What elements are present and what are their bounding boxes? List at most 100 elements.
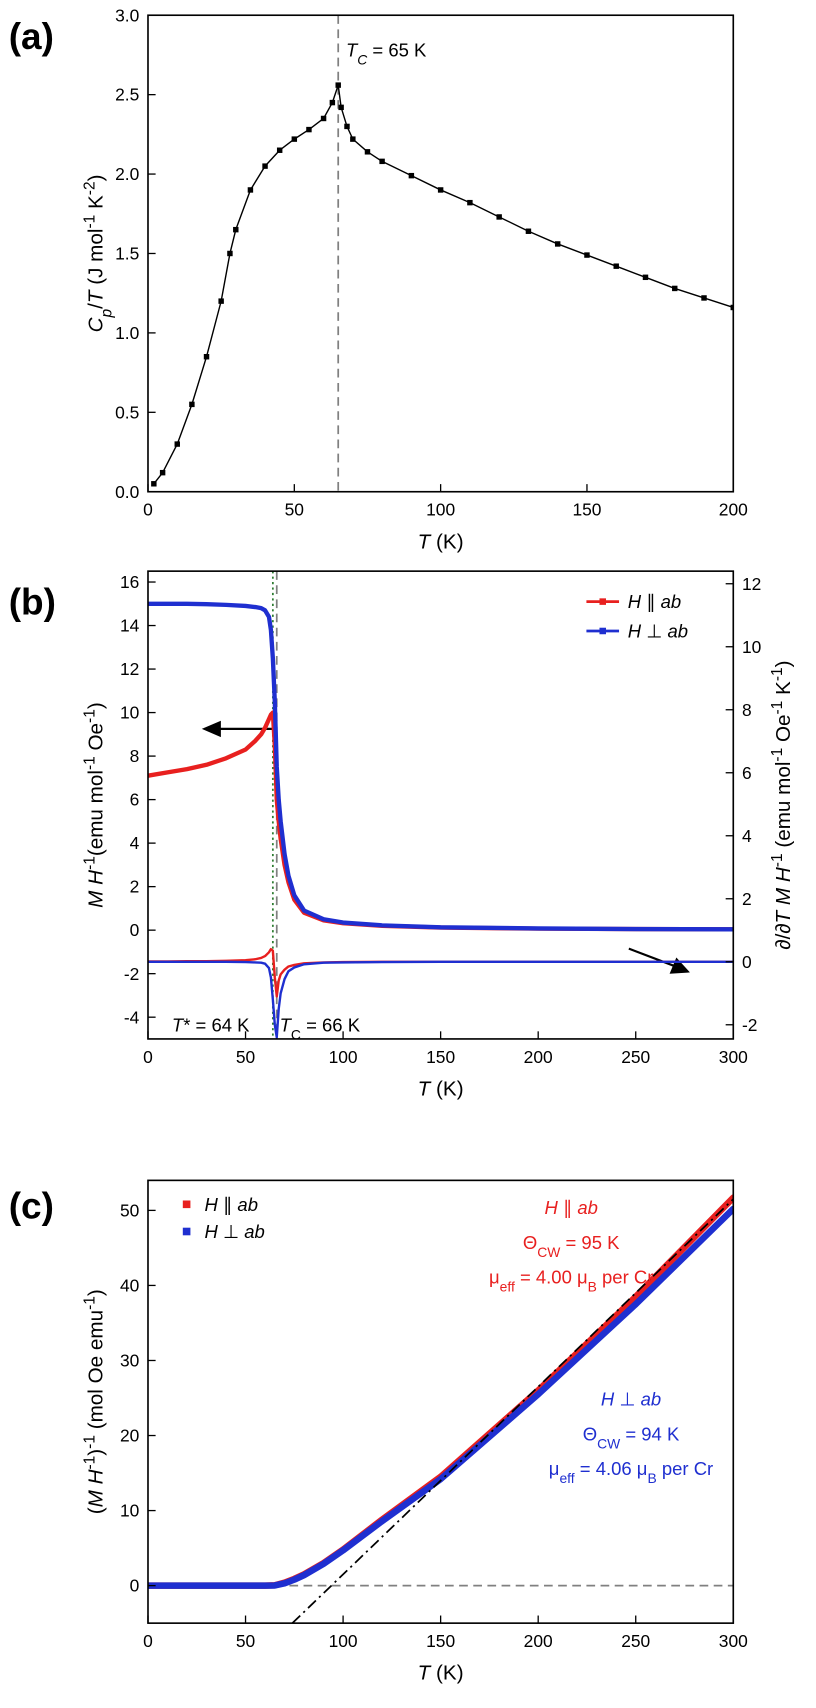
legend-label: H ⊥ ab — [628, 620, 688, 641]
text-run: ) — [84, 702, 107, 709]
text-run — [772, 905, 795, 911]
y-axis-label: (M H-1)-1 (mol Oe emu-1) — [81, 1289, 108, 1514]
text-run: * = 64 K — [183, 1014, 250, 1035]
text-run: C — [291, 1026, 301, 1042]
marker — [554, 241, 561, 247]
legend-label: H ∥ ab — [205, 1194, 258, 1215]
marker — [276, 147, 283, 153]
marker — [408, 172, 415, 179]
text-run: -2 — [81, 181, 98, 195]
marker — [218, 298, 224, 304]
text-run: T — [418, 1078, 432, 1101]
text-run: M — [84, 890, 107, 908]
text-run: = 95 K — [560, 1232, 620, 1253]
y-tick-label: 10 — [120, 1501, 139, 1521]
text-run: ) — [84, 175, 107, 182]
x-tick-label: 250 — [621, 1047, 650, 1067]
marker — [189, 401, 195, 408]
fit-line — [291, 1198, 734, 1624]
x-tick-label: 300 — [719, 1047, 748, 1067]
panel: (c) 0 50 100 150 200 250 300 0 10 20 30 40 50 T (K) (M … — [9, 1179, 748, 1685]
x-tick-label: 100 — [329, 1631, 358, 1651]
text-run: = 4.00 μ — [515, 1267, 588, 1288]
text-run: ⊥ — [614, 1389, 640, 1410]
text-run: -1 — [768, 701, 785, 715]
text-run: = 4.06 μ — [575, 1458, 648, 1479]
marker — [613, 263, 619, 269]
text-run: M — [772, 887, 795, 905]
marker — [496, 214, 502, 220]
annotation: T* = 64 K — [172, 1014, 250, 1035]
panel: (b)0 50 100 150 200 250 300-4-20246810121416-2… — [9, 570, 795, 1101]
arrow-right — [628, 947, 675, 968]
text-run: per Cr — [657, 1458, 714, 1479]
text-run: T — [280, 1014, 293, 1035]
annotation: TC = 66 K — [280, 1014, 361, 1042]
text-run: = 66 K — [301, 1014, 361, 1035]
text-run: -1 — [81, 756, 98, 770]
marker — [642, 274, 649, 281]
x-tick-label: 0 — [143, 1047, 153, 1067]
text-run: (mol Oe emu — [84, 1310, 107, 1435]
marker — [584, 252, 590, 258]
text-run: C — [357, 52, 368, 68]
annotation: TC = 65 K — [346, 40, 427, 68]
marker — [174, 441, 180, 447]
text-run: = 65 K — [367, 40, 427, 61]
series-line — [147, 601, 734, 932]
y2-tick-label: 0 — [742, 952, 752, 972]
text-run: -1 — [81, 709, 98, 723]
x-tick-label: 0 — [143, 1631, 153, 1651]
text-run: M — [84, 1489, 107, 1507]
y-tick-label: -4 — [124, 1007, 140, 1027]
text-run: H — [84, 870, 107, 885]
marker — [159, 469, 166, 476]
text-run: ) — [84, 1289, 107, 1296]
marker — [344, 123, 350, 130]
text-run: T — [172, 1014, 185, 1035]
marker — [467, 199, 473, 206]
text-run: (K) — [430, 1078, 463, 1101]
text-run: Θ — [523, 1232, 537, 1253]
text-run: = 94 K — [620, 1423, 680, 1444]
y-tick-label: 2 — [130, 877, 140, 897]
text-run: -1 — [768, 853, 785, 867]
y-axis-label: Cp/T (J mol-1 K-2) — [81, 175, 115, 333]
text-run: -1 — [768, 748, 785, 762]
y-tick-label: 0.0 — [115, 482, 139, 502]
text-run: H — [772, 867, 795, 882]
text-run: ) — [84, 1449, 107, 1456]
x-tick-label: 250 — [621, 1631, 650, 1651]
plot-frame — [147, 1179, 735, 1624]
y2-tick-label: 6 — [742, 763, 752, 783]
x-tick-label: 200 — [524, 1047, 553, 1067]
y-tick-label: 2.5 — [115, 85, 139, 105]
y2-tick-label: 8 — [742, 700, 752, 720]
text-run: H — [544, 1197, 558, 1218]
y-tick-label: 4 — [130, 833, 140, 853]
marker — [227, 250, 233, 257]
text-run — [84, 1484, 107, 1490]
x-tick-label: 100 — [329, 1047, 358, 1067]
text-run: H — [84, 1469, 107, 1484]
y-tick-label: 50 — [120, 1200, 139, 1220]
text-run: (emu mol — [84, 770, 107, 856]
text-run: T — [84, 289, 107, 303]
text-run: eff — [559, 1470, 574, 1486]
legend-label: H ⊥ ab — [205, 1221, 265, 1242]
text-run — [772, 882, 795, 888]
x-axis-label: T (K) — [418, 1662, 464, 1685]
series-line — [147, 1205, 734, 1589]
text-run: -1 — [81, 856, 98, 870]
y-tick-label: 30 — [120, 1351, 139, 1371]
x-tick-label: 50 — [236, 1047, 255, 1067]
y-tick-label: 0.5 — [115, 402, 139, 422]
y-axis-label: M H-1(emu mol-1 Oe-1) — [81, 702, 108, 908]
marker — [262, 163, 268, 169]
derivative-line — [147, 947, 734, 998]
text-run: (K) — [430, 1662, 463, 1685]
text-run: μ — [549, 1458, 560, 1479]
x-tick-label: 50 — [236, 1631, 255, 1651]
y-tick-label: 0 — [130, 1576, 140, 1596]
